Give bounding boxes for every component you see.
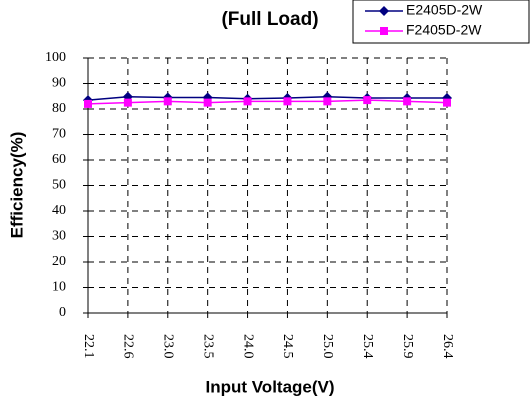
legend-label: F2405D-2W: [406, 22, 482, 38]
y-tick-label: 20: [52, 254, 66, 269]
x-tick-label: 25.4: [360, 334, 375, 359]
marker: [363, 96, 372, 105]
marker: [163, 97, 172, 106]
y-tick-label: 90: [52, 76, 66, 91]
legend-label: E2405D-2W: [406, 2, 483, 18]
x-tick-label: 24.0: [240, 334, 255, 359]
series-line: [87, 99, 448, 105]
y-tick-label: 60: [52, 152, 66, 167]
y-tick-label: 0: [59, 305, 66, 320]
x-axis-label: Input Voltage(V): [205, 377, 334, 396]
marker: [403, 97, 412, 106]
y-tick-label: 40: [52, 203, 66, 218]
marker: [380, 27, 388, 35]
series-line: [87, 96, 447, 101]
x-tick-label: 22.6: [121, 334, 136, 359]
legend-box: [352, 0, 530, 44]
marker: [243, 97, 252, 106]
marker: [323, 97, 332, 106]
x-tick-label: 23.5: [200, 334, 215, 359]
x-tick-label: 25.0: [320, 334, 335, 359]
x-tick-label: 26.4: [440, 334, 455, 359]
x-tick-label: 22.1: [81, 334, 96, 359]
y-tick-label: 10: [52, 280, 66, 295]
marker: [283, 97, 292, 106]
marker: [379, 6, 389, 16]
marker: [123, 98, 132, 107]
y-tick-label: 100: [45, 50, 66, 65]
marker: [203, 98, 212, 107]
y-axis-label: Efficiency(%): [7, 132, 26, 239]
chart-title: (Full Load): [221, 9, 318, 30]
x-tick-label: 25.9: [400, 334, 415, 359]
y-tick-label: 30: [52, 229, 66, 244]
marker: [84, 99, 92, 108]
x-tick-label: 24.5: [280, 334, 295, 359]
marker: [443, 98, 451, 107]
y-tick-label: 80: [52, 101, 66, 116]
y-tick-label: 70: [52, 127, 66, 142]
y-tick-label: 50: [52, 178, 66, 193]
x-tick-label: 23.0: [161, 334, 176, 359]
